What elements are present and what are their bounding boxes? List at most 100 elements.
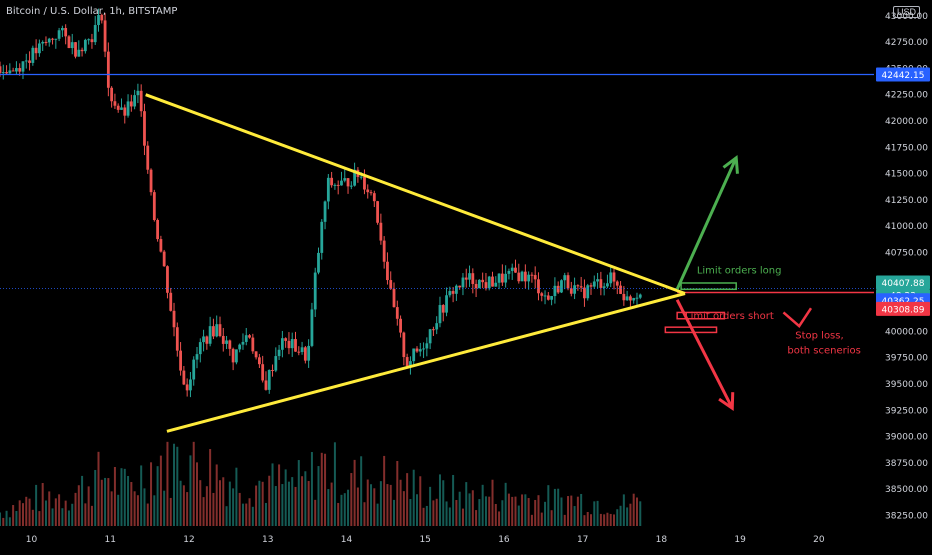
annotation-stop-1: Stop loss,: [795, 331, 843, 342]
volume-bar: [5, 510, 8, 526]
currency-badge[interactable]: USD: [892, 6, 920, 18]
candle-body: [392, 288, 396, 308]
candle-body: [523, 271, 527, 282]
volume-bar: [537, 495, 540, 526]
candle-body: [349, 185, 353, 187]
candle-body: [313, 272, 317, 310]
volume-bar: [97, 451, 100, 526]
candle-body: [231, 348, 235, 363]
volume-bar: [2, 517, 5, 526]
volume-bar: [25, 496, 28, 526]
volume-bar: [356, 487, 359, 526]
y-tick-label: 38750.00: [885, 459, 928, 469]
volume-bar: [317, 466, 320, 526]
volume-bar: [15, 510, 18, 526]
volume-bar: [189, 455, 192, 526]
price-tag-mid: 40362.25: [882, 297, 925, 307]
volume-bar: [547, 485, 550, 526]
volume-bar: [77, 485, 80, 526]
candle-body: [589, 285, 593, 287]
volume-bar: [626, 507, 629, 526]
candle-body: [491, 276, 494, 287]
volume-bar: [455, 500, 458, 526]
annotation-long: Limit orders long: [697, 266, 782, 277]
candle-body: [303, 347, 307, 361]
volume-bar: [179, 480, 182, 526]
long-arrow: [675, 157, 738, 290]
volume-bar: [255, 485, 258, 526]
candle-body: [448, 291, 452, 296]
volume-bar: [415, 494, 418, 526]
volume-bar: [468, 493, 471, 526]
volume-bar: [117, 494, 120, 526]
volume-bar: [347, 489, 350, 526]
candle-body: [560, 280, 563, 293]
volume-bar: [573, 506, 576, 526]
volume-bar: [264, 502, 267, 526]
candle-body: [11, 70, 15, 72]
volume-bar: [435, 498, 438, 526]
candle-body: [573, 285, 576, 294]
candle-body: [435, 323, 439, 330]
candle-body: [215, 324, 219, 337]
volume-bar: [333, 442, 336, 526]
volume-bar: [563, 514, 566, 526]
volume-bar: [514, 496, 517, 526]
volume-bar: [0, 512, 1, 526]
candle-body: [612, 272, 616, 282]
candle-body: [60, 27, 64, 31]
candle-body: [445, 295, 448, 313]
volume-bar: [205, 486, 208, 526]
annotation-stop-2: both scenerios: [787, 345, 860, 356]
volume-bar: [389, 484, 392, 526]
volume-bar: [629, 503, 632, 526]
y-tick-label: 42000.00: [885, 117, 928, 127]
volume-bar: [94, 469, 97, 526]
x-tick-label: 20: [813, 535, 825, 545]
volume-bar: [61, 508, 64, 526]
candle-body: [202, 336, 205, 343]
volume-bar: [491, 479, 494, 526]
volume-bar: [301, 476, 304, 526]
candle-body: [198, 342, 202, 355]
candle-body: [418, 349, 422, 352]
volume-bar: [18, 500, 21, 526]
candle-body: [474, 283, 478, 289]
candle-body: [415, 348, 419, 352]
candle-body: [346, 178, 350, 187]
volume-bar: [379, 481, 382, 526]
candle-body: [169, 292, 173, 311]
x-tick-label: 17: [577, 535, 588, 545]
y-tick-label: 39500.00: [885, 380, 928, 390]
stop-arrow: [782, 307, 813, 328]
volume-bar: [527, 498, 530, 526]
volume-bar: [74, 492, 77, 526]
candle-body: [277, 349, 281, 357]
candle-body: [412, 348, 416, 362]
volume-bar: [12, 505, 15, 526]
candle-body: [129, 101, 133, 107]
candle-body: [264, 380, 268, 390]
short-arrow: [675, 299, 734, 409]
volume-bar: [146, 503, 149, 526]
volume-bar: [209, 449, 212, 526]
candle-body: [47, 38, 51, 43]
candle-body: [382, 240, 386, 262]
candle-body: [143, 111, 146, 146]
volume-bar: [458, 491, 461, 526]
volume-bar: [202, 497, 205, 526]
volume-bar: [383, 455, 386, 526]
volume-bar: [153, 495, 156, 526]
candle-body: [310, 309, 314, 346]
candle-body: [379, 222, 383, 241]
candle-body: [330, 177, 334, 186]
candle-body: [471, 273, 475, 284]
candle-body: [484, 282, 488, 289]
volume-bar: [360, 456, 363, 526]
x-tick-label: 12: [183, 535, 194, 545]
candle-body: [372, 193, 376, 202]
volume-bar: [271, 463, 274, 526]
candle-body: [235, 349, 238, 363]
